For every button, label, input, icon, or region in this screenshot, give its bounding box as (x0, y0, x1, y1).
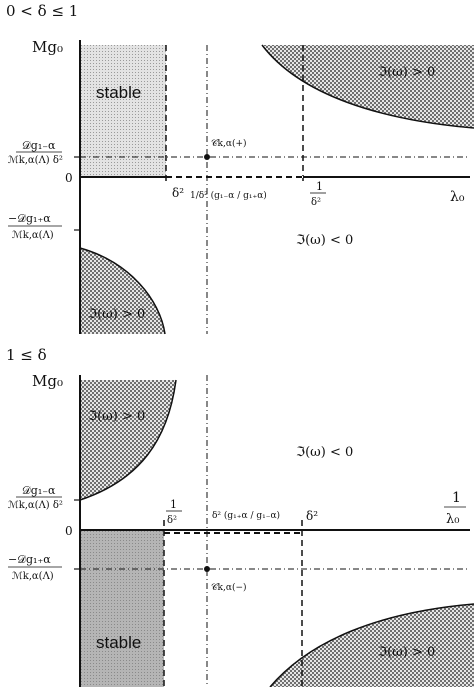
bottom-x-tick-inv-num: 1 (170, 498, 177, 511)
bottom-region-lower-label: ℑ(ω) > 0 (378, 645, 435, 660)
top-y-axis-label: Mg₀ (32, 38, 63, 56)
bottom-y-tick-upper-den: ℳk,α(Λ) δ² (8, 500, 63, 511)
bottom-region-upper-label: ℑ(ω) > 0 (88, 409, 145, 424)
top-region-lower-label: ℑ(ω) > 0 (88, 307, 145, 322)
bottom-condition: 1 ≤ δ (6, 346, 47, 364)
bottom-y-tick-lower-den: ℳk,α(Λ) (12, 571, 54, 582)
bottom-y-tick-zero: 0 (65, 524, 73, 538)
top-x-tick-inv-den: δ² (311, 197, 321, 208)
bottom-panel (74, 375, 474, 687)
bottom-y-tick-lower-num: −𝒟g₁₊α (8, 553, 51, 566)
bottom-critical-point (204, 566, 210, 572)
bottom-stable-label: stable (96, 633, 141, 652)
top-y-tick-zero: 0 (65, 171, 73, 185)
bottom-x-tick-inv-den: δ² (167, 515, 177, 526)
top-panel (74, 40, 474, 335)
bottom-x-tick-delta2: δ² (306, 509, 318, 523)
top-y-tick-lower-den: ℳk,α(Λ) (12, 230, 54, 241)
top-region-upper-label: ℑ(ω) > 0 (378, 65, 435, 80)
bottom-x-axis-den: λ₀ (446, 512, 459, 527)
bottom-x-axis-num: 1 (452, 490, 461, 506)
top-x-axis-label: λ₀ (450, 189, 465, 205)
top-condition: 0 < δ ≤ 1 (6, 2, 78, 20)
bottom-y-tick-upper-num: 𝒟g₁₋α (22, 484, 56, 497)
top-stable-label: stable (96, 83, 141, 102)
bottom-region-middle-label: ℑ(ω) < 0 (296, 445, 353, 460)
top-stable-region (80, 45, 166, 177)
top-y-tick-lower-num: −𝒟g₁₊α (8, 212, 51, 225)
bottom-upper-left-region (80, 380, 176, 500)
top-point-label: 𝒞k,α(+) (211, 138, 247, 149)
bottom-stable-region (80, 530, 164, 687)
top-lower-left-region (80, 248, 165, 334)
bottom-point-label: 𝒞k,α(−) (211, 582, 247, 593)
top-x-tick-delta2: δ² (172, 186, 184, 200)
top-x-tick-mid: 1/δ² (g₁₋α / g₁₊α) (190, 190, 267, 201)
top-y-tick-upper-den: ℳk,α(Λ) δ² (8, 155, 63, 166)
bottom-lower-right-region (270, 604, 474, 687)
top-region-middle-label: ℑ(ω) < 0 (296, 233, 353, 248)
bottom-x-tick-mid: δ² (g₁₊α / g₁₋α) (212, 510, 280, 521)
top-y-tick-upper-num: 𝒟g₁₋α (22, 139, 56, 152)
bottom-y-axis-label: Mg₀ (32, 372, 63, 390)
top-upper-right-region (262, 45, 474, 128)
top-x-tick-inv-num: 1 (316, 180, 323, 193)
top-critical-point (204, 154, 210, 160)
